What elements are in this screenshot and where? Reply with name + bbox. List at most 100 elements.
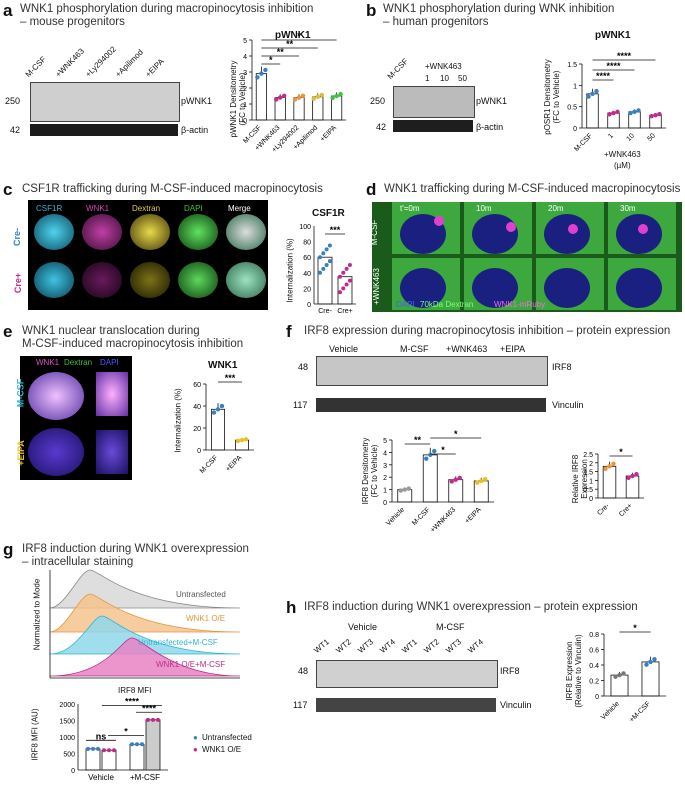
data-point — [449, 479, 454, 484]
significance-label: * — [454, 429, 458, 439]
significance-label: * — [619, 447, 623, 457]
data-point — [324, 263, 329, 267]
row-label-e-1: M-CSF — [15, 378, 26, 408]
bar — [602, 465, 617, 499]
panel-label-b: b — [366, 1, 377, 20]
data-point — [86, 746, 90, 751]
y-tick-label: 0 — [573, 126, 577, 133]
bar — [85, 748, 101, 771]
data-point — [259, 71, 264, 76]
mw-42-a: 42 — [10, 125, 21, 135]
data-point — [102, 748, 106, 753]
row-label-vinculin-f: Vinculin — [552, 400, 584, 410]
y-tick-label: 0 — [383, 500, 387, 507]
panel-label-f: f — [286, 322, 292, 341]
hist-legend-g-2: WNK1 O/E — [186, 614, 226, 623]
data-point — [607, 464, 612, 469]
group-label-f-4: +EIPA — [500, 344, 526, 354]
lane-label-b-3: 10 — [440, 74, 449, 83]
group-label-h-2: M-CSF — [436, 622, 465, 632]
lane-label-a-5: +EIPA — [143, 56, 166, 79]
y-tick-label: 40 — [193, 404, 201, 411]
data-point — [135, 742, 139, 747]
time-label-d-1: t'=0m — [400, 204, 420, 213]
legend-d-3: WNK1-mRuby — [494, 300, 546, 309]
ylabel-a: pWNK1 Densitometry (FC to Vehicle) — [229, 60, 247, 138]
bar — [641, 661, 660, 697]
data-point — [151, 717, 155, 722]
y-tick-label: 80 — [303, 240, 311, 247]
data-point — [211, 410, 217, 415]
x-tick-label: +WNK463 — [430, 506, 458, 534]
data-point — [243, 437, 249, 442]
data-point — [330, 95, 335, 101]
mw-117-f: 117 — [293, 400, 308, 410]
x-tick-label: M-CSF — [411, 506, 432, 527]
data-point — [318, 255, 322, 260]
hist-legend-g-1: Untransfected — [176, 590, 226, 599]
data-point — [112, 748, 116, 753]
lane-label-h: WT4 — [378, 637, 397, 655]
panel-label-h: h — [286, 598, 297, 617]
row-label-irf8-h: IRF8 — [500, 666, 520, 676]
data-point — [632, 109, 637, 114]
group-label-f-1: Vehicle — [329, 344, 359, 354]
x-tick-label: +EIPA — [319, 124, 338, 143]
data-point — [321, 266, 326, 271]
xunit-b: (µM) — [614, 161, 631, 170]
y-tick-label: 20 — [303, 286, 311, 293]
data-point — [644, 662, 649, 667]
blot-actin-a — [30, 124, 178, 136]
row-label-irf8-f: IRF8 — [552, 362, 572, 372]
bar — [145, 719, 161, 771]
legend-g-1-icon: ● — [193, 733, 198, 742]
micrograph-e — [20, 356, 132, 480]
blot-vinculin-h — [316, 698, 496, 712]
data-point — [338, 290, 342, 295]
data-point — [239, 437, 245, 443]
row-label-d-2: +WNK463 — [371, 268, 381, 305]
data-point — [255, 75, 260, 80]
legend-g-2-icon: ● — [193, 745, 198, 754]
bar — [255, 73, 267, 121]
y-tick-label: 1.5 — [567, 62, 577, 69]
data-point — [617, 672, 622, 678]
data-point — [300, 93, 306, 99]
data-point — [603, 466, 608, 472]
channel-label-c-5: Merge — [228, 204, 251, 213]
y-tick-label: 3 — [243, 70, 247, 77]
blot-vinculin-f — [316, 398, 546, 412]
x-tick-label: +EIPA — [225, 454, 244, 473]
row-label-vinculin-h: Vinculin — [500, 700, 532, 710]
y-tick-label: 20 — [193, 426, 201, 433]
y-tick-label: 0 — [71, 768, 75, 775]
x-tick-label: Cre- — [596, 502, 611, 517]
y-tick-label: 5 — [383, 438, 387, 445]
bar — [610, 674, 629, 697]
data-point — [91, 746, 95, 751]
group-label-h-1: Vehicle — [348, 622, 378, 632]
data-point — [319, 92, 324, 98]
data-point — [215, 407, 221, 412]
data-point — [321, 251, 326, 256]
data-point — [338, 91, 343, 97]
hist-xlabel-g: IRF8 MFI — [118, 686, 152, 695]
y-tick-label: 2 — [383, 475, 387, 482]
data-point — [318, 270, 322, 275]
blot-pwnk1-b — [393, 86, 475, 118]
time-label-d-2: 10m — [476, 204, 492, 213]
y-tick-label: 0 — [589, 496, 593, 503]
histogram-g — [49, 569, 241, 679]
lane-label-h: WT2 — [334, 637, 353, 655]
significance-label: **** — [606, 61, 621, 71]
data-point — [586, 94, 591, 99]
lane-label-b-1: M-CSF — [385, 56, 410, 81]
data-point — [334, 93, 339, 99]
panel-label-a: a — [3, 1, 13, 20]
x-tick-label: Cre+ — [618, 502, 634, 518]
lane-label-h: WT1 — [400, 637, 419, 655]
panel-title-f: IRF8 expression during macropinocytosis … — [304, 325, 671, 337]
data-point — [428, 452, 433, 458]
x-tick-label: Cre- — [318, 308, 332, 315]
